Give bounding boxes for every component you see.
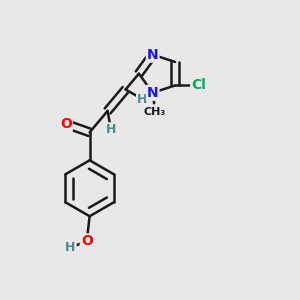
Text: H: H (106, 123, 116, 136)
Text: CH₃: CH₃ (143, 107, 165, 117)
Text: H: H (65, 241, 76, 254)
Text: N: N (147, 86, 158, 100)
Text: O: O (81, 234, 93, 248)
Text: H: H (137, 92, 147, 106)
Text: O: O (60, 117, 72, 131)
Text: Cl: Cl (191, 79, 206, 92)
Text: N: N (147, 48, 158, 62)
